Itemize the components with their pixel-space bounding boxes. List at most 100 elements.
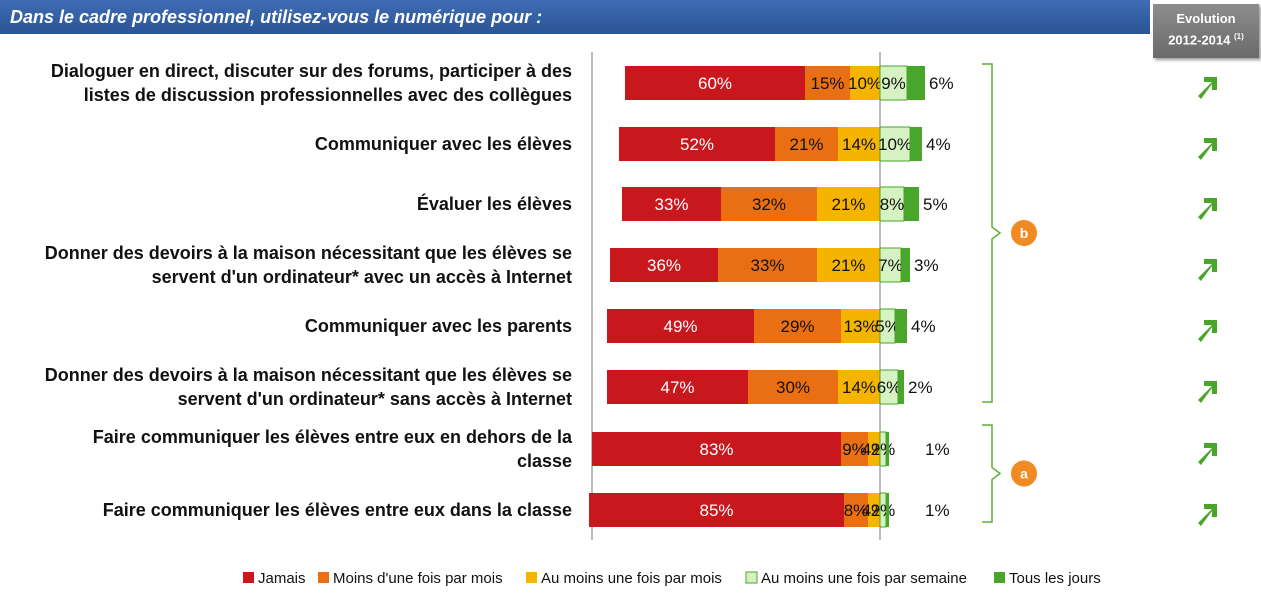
data-label: 15% (810, 74, 844, 93)
data-label: 8% (880, 195, 905, 214)
group-brace (982, 424, 1002, 523)
evolution-up-arrow-icon (1198, 138, 1217, 160)
evolution-period: 2012-2014 (1168, 32, 1231, 48)
evolution-label: Evolution (1176, 11, 1236, 26)
bar-segment (610, 248, 718, 282)
data-label: 2% (908, 378, 933, 397)
evolution-period-line: 2012-2014 (1) (1153, 28, 1259, 49)
bar-segment (619, 127, 775, 161)
category-label: Dialoguer en direct, discuter sur des fo… (51, 61, 572, 81)
bar-segment (817, 187, 880, 221)
bar-segment (879, 126, 911, 162)
legend-swatch (745, 571, 758, 584)
data-label: 33% (654, 195, 688, 214)
bar-segment (886, 432, 889, 466)
bar-segment (910, 127, 922, 161)
legend-label: Au moins une fois par semaine (761, 570, 967, 587)
bar-segment (754, 309, 841, 343)
bar-segment (886, 493, 889, 527)
category-label: Donner des devoirs à la maison nécessita… (45, 243, 572, 263)
legend-swatch (994, 572, 1005, 583)
data-label: 8% (844, 501, 869, 520)
bar-segment (592, 432, 841, 466)
bar-segment (907, 66, 925, 100)
legend-swatch (526, 572, 537, 583)
bar-segment (850, 66, 880, 100)
data-label: 60% (698, 74, 732, 93)
chart-title: Dans le cadre professionnel, utilisez-vo… (10, 7, 543, 27)
data-label: 85% (699, 501, 733, 520)
evolution-up-arrow-icon (1198, 77, 1217, 99)
legend-label: Au moins une fois par mois (541, 570, 722, 587)
bar-segment (607, 370, 748, 404)
data-label: 49% (663, 317, 697, 336)
evolution-up-arrow-icon (1198, 443, 1217, 465)
bar-segment (868, 432, 880, 466)
data-label: 9% (881, 74, 906, 93)
legend-swatch (318, 572, 329, 583)
category-label: Faire communiquer les élèves entre eux e… (93, 427, 573, 447)
bar-segment (622, 187, 721, 221)
data-label: 33% (750, 256, 784, 275)
data-label: 52% (680, 135, 714, 154)
group-badge (1009, 458, 1039, 489)
category-label: servent d'un ordinateur* avec un accès à… (152, 267, 572, 287)
data-label: 21% (831, 256, 865, 275)
data-label: 1% (925, 501, 950, 520)
data-label: 14% (842, 135, 876, 154)
data-label: 7% (878, 256, 903, 275)
legend-label: Moins d'une fois par mois (333, 570, 503, 587)
data-label: 10% (878, 135, 912, 154)
data-label: 2% (871, 501, 896, 520)
bar-segment (841, 309, 880, 343)
category-label: Communiquer avec les élèves (315, 134, 572, 154)
data-label: 21% (789, 135, 823, 154)
data-label: 4% (926, 135, 951, 154)
data-label: 2% (871, 440, 896, 459)
bar-segment (838, 370, 880, 404)
data-label: 47% (660, 378, 694, 397)
bar-segment (904, 187, 919, 221)
bar-segment (748, 370, 838, 404)
bar-segment (838, 127, 880, 161)
evolution-note: (1) (1234, 32, 1244, 41)
bar-segment (841, 432, 868, 466)
evolution-header: Evolution 2012-2014 (1) (1153, 4, 1259, 58)
data-label: 14% (842, 378, 876, 397)
data-label: 6% (877, 378, 902, 397)
data-label: 36% (647, 256, 681, 275)
data-label: 5% (923, 195, 948, 214)
bar-segment (607, 309, 754, 343)
legend-label: Tous les jours (1009, 570, 1101, 587)
bar-segment (895, 309, 907, 343)
bar-segment (589, 493, 844, 527)
bar-segment (775, 127, 838, 161)
category-label: Faire communiquer les élèves entre eux d… (103, 500, 572, 520)
data-label: 6% (929, 74, 954, 93)
evolution-up-arrow-icon (1198, 320, 1217, 342)
category-label: listes de discussion professionnelles av… (84, 85, 572, 105)
evolution-up-arrow-icon (1198, 198, 1217, 220)
bar-segment (879, 65, 908, 101)
group-badge-label: b (1020, 225, 1029, 241)
bar-segment (718, 248, 817, 282)
data-label: 4% (911, 317, 936, 336)
category-label: Évaluer les élèves (417, 193, 572, 214)
bar-segment (879, 186, 905, 222)
group-brace (982, 63, 1002, 403)
data-label: 32% (752, 195, 786, 214)
data-label: 13% (843, 317, 877, 336)
bar-segment (625, 66, 805, 100)
evolution-up-arrow-icon (1198, 259, 1217, 281)
bar-segment (721, 187, 817, 221)
bar-segment (901, 248, 910, 282)
bar-segment (868, 493, 880, 527)
data-label: 1% (925, 440, 950, 459)
data-label: 21% (831, 195, 865, 214)
category-label: classe (517, 451, 572, 471)
evolution-up-arrow-icon (1198, 381, 1217, 403)
data-label: 3% (914, 256, 939, 275)
data-label: 30% (776, 378, 810, 397)
category-label: Donner des devoirs à la maison nécessita… (45, 365, 572, 385)
